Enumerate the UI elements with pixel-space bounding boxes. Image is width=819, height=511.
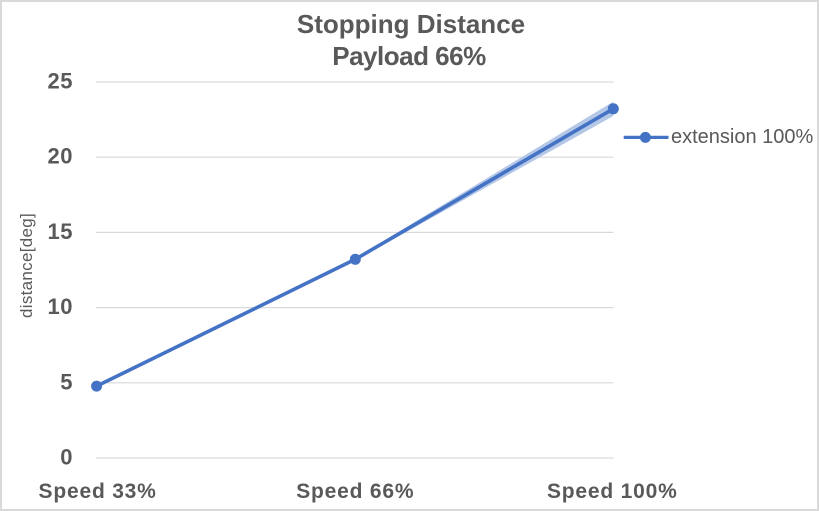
- svg-text:distance[deg]: distance[deg]: [17, 213, 36, 318]
- svg-text:Payload 66%: Payload 66%: [332, 41, 486, 71]
- svg-text:20: 20: [48, 144, 73, 169]
- svg-text:Speed 100%: Speed 100%: [547, 480, 678, 503]
- svg-text:Speed 66%: Speed 66%: [296, 480, 414, 503]
- svg-text:15: 15: [48, 219, 73, 244]
- svg-text:0: 0: [60, 445, 73, 470]
- svg-text:Speed 33%: Speed 33%: [39, 480, 157, 503]
- svg-text:5: 5: [60, 369, 73, 394]
- svg-text:25: 25: [48, 69, 73, 94]
- svg-text:Stopping Distance: Stopping Distance: [297, 9, 525, 39]
- svg-text:10: 10: [48, 294, 73, 319]
- svg-text:extension 100%: extension 100%: [671, 126, 814, 148]
